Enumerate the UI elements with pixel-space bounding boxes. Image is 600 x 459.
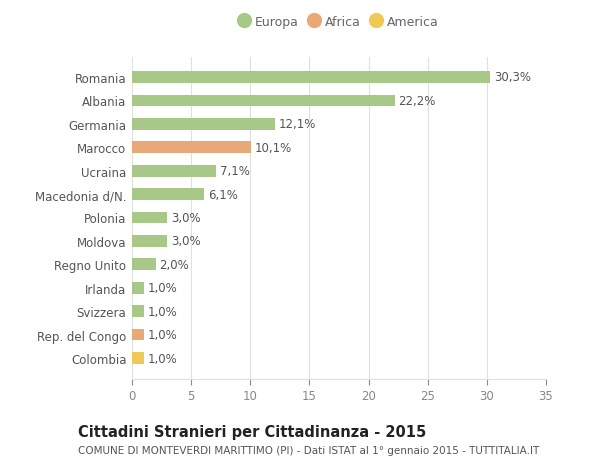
Text: 7,1%: 7,1% [220,165,250,178]
Legend: Europa, Africa, America: Europa, Africa, America [235,12,443,33]
Bar [132,119,275,130]
Bar [132,282,144,294]
Text: 12,1%: 12,1% [278,118,316,131]
Text: 1,0%: 1,0% [148,352,177,365]
Bar [132,329,144,341]
Bar [132,235,167,247]
Text: 22,2%: 22,2% [398,95,436,108]
Bar [132,259,155,271]
Text: 1,0%: 1,0% [148,282,177,295]
Bar [132,353,144,364]
Bar [132,165,216,177]
Bar [132,306,144,317]
Text: 6,1%: 6,1% [208,188,238,201]
Text: 1,0%: 1,0% [148,328,177,341]
Text: COMUNE DI MONTEVERDI MARITTIMO (PI) - Dati ISTAT al 1° gennaio 2015 - TUTTITALIA: COMUNE DI MONTEVERDI MARITTIMO (PI) - Da… [78,445,539,455]
Text: 3,0%: 3,0% [171,235,200,248]
Text: 1,0%: 1,0% [148,305,177,318]
Bar [132,189,204,201]
Text: Cittadini Stranieri per Cittadinanza - 2015: Cittadini Stranieri per Cittadinanza - 2… [78,425,426,440]
Bar [132,95,395,107]
Text: 3,0%: 3,0% [171,212,200,224]
Bar [132,142,251,154]
Text: 30,3%: 30,3% [494,71,531,84]
Text: 10,1%: 10,1% [255,141,292,154]
Bar [132,212,167,224]
Bar [132,72,490,84]
Text: 2,0%: 2,0% [159,258,189,271]
